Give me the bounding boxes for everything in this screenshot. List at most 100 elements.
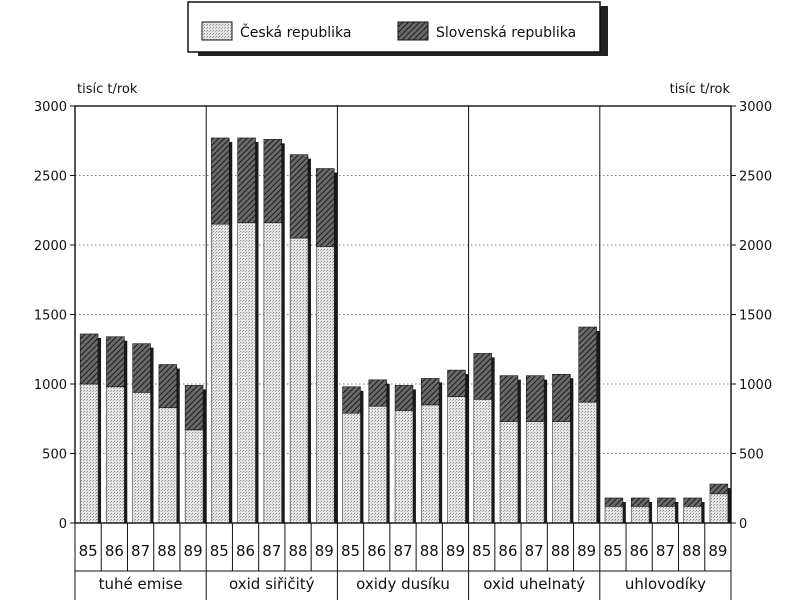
- y-axis-unit-left: tisíc t/rok: [77, 82, 138, 97]
- bar-shadow: [491, 357, 495, 523]
- x-tick-label-year: 89: [577, 542, 596, 560]
- category-label: oxid siřičitý: [229, 575, 315, 593]
- bar-ceska-republika: [657, 506, 676, 524]
- bar-shadow: [517, 379, 521, 523]
- bar-shadow: [124, 340, 128, 523]
- category-label: uhlovodíky: [625, 575, 706, 593]
- y-tick-label-left: 3000: [34, 100, 67, 115]
- bar-shadow: [281, 143, 285, 524]
- bar-ceska-republika: [263, 222, 283, 524]
- bar-ceska-republika: [473, 398, 492, 524]
- y-axis-unit-right: tisíc t/rok: [670, 82, 731, 97]
- y-tick-label-right: 1500: [739, 309, 772, 324]
- y-tick-label-left: 1000: [34, 378, 67, 393]
- legend-label-cz: Česká republika: [240, 23, 352, 41]
- legend-box: [187, 1, 601, 53]
- x-tick-label-year: 89: [446, 542, 465, 560]
- bar-slovenska-republika: [158, 364, 178, 408]
- bar-shadow: [98, 337, 102, 523]
- bar-ceska-republika: [237, 222, 256, 524]
- bar-shadow: [334, 172, 338, 524]
- bar-slovenska-republika: [184, 385, 204, 431]
- bar-slovenska-republika: [211, 137, 230, 225]
- y-tick-label-right: 2000: [739, 239, 772, 254]
- y-tick-label-left: 2000: [34, 239, 67, 254]
- y-ticks: 0 0 500 500 1000 1000 1500 1500 2000 2000 2500 2500…: [34, 100, 772, 532]
- bar-ceska-republika: [499, 421, 519, 524]
- bar-ceska-republika: [316, 246, 335, 524]
- legend-swatch-sk: [397, 21, 429, 41]
- bar-ceska-republika: [79, 383, 99, 524]
- bar-slovenska-republika: [421, 378, 440, 406]
- x-tick-label-year: 88: [420, 542, 439, 560]
- x-tick-label-year: 87: [262, 542, 281, 560]
- bar-ceska-republika: [132, 392, 151, 524]
- bar-slovenska-republika: [79, 333, 99, 385]
- plot-frame: [74, 105, 732, 600]
- x-tick-label-year: 85: [341, 542, 360, 560]
- legend-swatch-cz: [201, 21, 233, 41]
- bar-ceska-republika: [709, 493, 729, 524]
- bar-ceska-republika: [394, 410, 414, 524]
- bar-slovenska-republika: [604, 497, 624, 507]
- bar-ceska-republika: [447, 396, 466, 524]
- bar-shadow: [675, 501, 679, 523]
- y-tick-label-right: 3000: [739, 100, 772, 115]
- bar-shadow: [360, 390, 364, 523]
- bar-slovenska-republika: [447, 369, 466, 397]
- bar-slovenska-republika: [237, 137, 256, 224]
- x-tick-label-year: 85: [79, 542, 98, 560]
- bar-slovenska-republika: [342, 386, 361, 414]
- bar-ceska-republika: [525, 421, 545, 524]
- bar-shadow: [622, 501, 626, 523]
- x-tick-label-year: 86: [105, 542, 124, 560]
- bar-shadow: [307, 158, 311, 523]
- bar-slovenska-republika: [578, 326, 597, 403]
- bar-slovenska-republika: [630, 497, 650, 507]
- x-tick-label-year: 85: [210, 542, 229, 560]
- x-tick-label-year: 85: [472, 542, 491, 560]
- bar-ceska-republika: [211, 223, 230, 524]
- legend-label-sk: Slovenská republika: [436, 25, 576, 41]
- bar-ceska-republika: [683, 506, 702, 524]
- x-tick-label-year: 89: [184, 542, 203, 560]
- bar-slovenska-republika: [263, 139, 283, 224]
- x-tick-label-year: 88: [682, 542, 701, 560]
- bars: [79, 137, 731, 524]
- x-tick-label-year: 86: [367, 542, 386, 560]
- bar-shadow: [150, 347, 154, 523]
- y-tick-label-right: 2500: [739, 170, 772, 185]
- bar-shadow: [727, 488, 731, 523]
- bar-ceska-republika: [289, 237, 309, 524]
- y-tick-label-left: 2500: [34, 170, 67, 185]
- x-tick-label-year: 89: [315, 542, 334, 560]
- bar-shadow: [701, 501, 705, 523]
- bar-shadow: [649, 501, 653, 523]
- bar-shadow: [412, 389, 416, 523]
- bar-slovenska-republika: [552, 373, 571, 422]
- x-tick-label-year: 89: [708, 542, 727, 560]
- x-tick-label-year: 87: [393, 542, 412, 560]
- legend: Česká republika Slovenská republika: [187, 1, 608, 56]
- category-label: tuhé emise: [99, 575, 183, 593]
- bar-shadow: [255, 141, 259, 523]
- bar-ceska-republika: [552, 421, 571, 524]
- bar-slovenska-republika: [106, 336, 125, 388]
- bar-shadow: [544, 379, 548, 523]
- bar-shadow: [439, 382, 443, 523]
- bar-shadow: [176, 368, 180, 523]
- y-tick-label-left: 1500: [34, 309, 67, 324]
- bar-ceska-republika: [184, 429, 204, 524]
- bar-shadow: [229, 141, 233, 523]
- bar-ceska-republika: [342, 412, 361, 524]
- x-tick-label-year: 86: [236, 542, 255, 560]
- bar-slovenska-republika: [499, 375, 519, 422]
- bar-shadow: [596, 331, 600, 523]
- bar-slovenska-republika: [709, 483, 729, 495]
- bar-slovenska-republika: [657, 497, 676, 507]
- x-tick-label-year: 88: [551, 542, 570, 560]
- bar-ceska-republika: [368, 405, 387, 524]
- bar-slovenska-republika: [394, 385, 414, 411]
- y-tick-label-left: 500: [42, 448, 67, 463]
